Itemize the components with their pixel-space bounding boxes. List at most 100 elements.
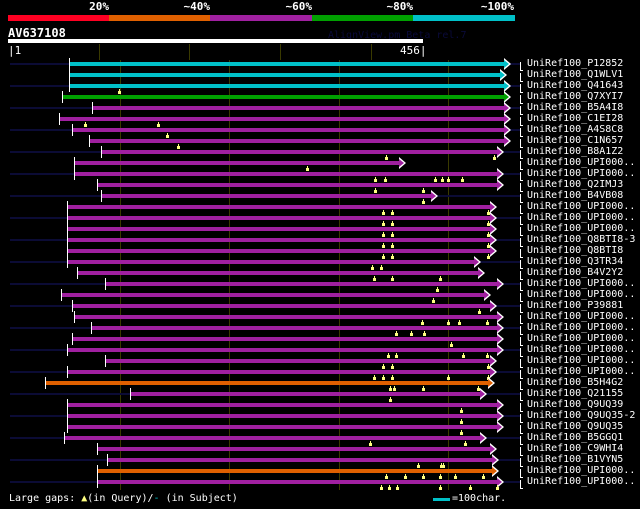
alignment-start-tick <box>101 146 103 158</box>
hit-label[interactable]: UniRef100_UPI000.. <box>527 201 636 212</box>
hit-label[interactable]: UniRef100_Q3TR34 <box>527 256 624 267</box>
alignment-bar[interactable] <box>67 227 490 231</box>
hit-label[interactable]: UniRef100_Q41643 <box>527 80 624 91</box>
hit-label[interactable]: UniRef100_P12852 <box>527 58 624 69</box>
hit-label[interactable]: UniRef100_UPI000.. <box>527 289 636 300</box>
alignment-bar[interactable] <box>45 381 488 385</box>
hit-label[interactable]: UniRef100_UPI000.. <box>527 465 636 476</box>
row-bracket <box>520 205 523 214</box>
hit-label[interactable]: UniRef100_Q21155 <box>527 388 624 399</box>
query-gap-marker-icon <box>394 331 398 336</box>
hit-label[interactable]: UniRef100_UPI000.. <box>527 168 636 179</box>
hit-label[interactable]: UniRef100_UPI000.. <box>527 311 636 322</box>
alignment-bar[interactable] <box>67 216 490 220</box>
hit-label[interactable]: UniRef100_C1N657 <box>527 135 624 146</box>
alignment-bar[interactable] <box>91 326 498 330</box>
query-gap-marker-icon <box>459 408 463 413</box>
alignment-bar[interactable] <box>77 271 478 275</box>
query-gap-marker-icon <box>481 474 485 479</box>
alignment-bar[interactable] <box>96 469 492 473</box>
hit-label[interactable]: UniRef100_UPI000.. <box>527 355 636 366</box>
alignment-bar[interactable] <box>67 403 498 407</box>
alignment-bar[interactable] <box>129 392 480 396</box>
alignment-bar[interactable] <box>67 260 475 264</box>
hit-label[interactable]: UniRef100_B1VYN5 <box>527 454 624 465</box>
alignment-bar[interactable] <box>92 106 504 110</box>
hit-label[interactable]: UniRef100_B5GGQ1 <box>527 432 624 443</box>
alignment-bar[interactable] <box>69 73 500 77</box>
hit-label[interactable]: UniRef100_B5H4G2 <box>527 377 624 388</box>
alignment-bar[interactable] <box>104 359 490 363</box>
alignment-bar[interactable] <box>101 194 432 198</box>
hit-label[interactable]: UniRef100_Q7XYI7 <box>527 91 624 102</box>
alignment-bar[interactable] <box>63 436 480 440</box>
hit-label[interactable]: UniRef100_UPI000.. <box>527 157 636 168</box>
hit-label[interactable]: UniRef100_UPI000.. <box>527 223 636 234</box>
hit-label[interactable]: UniRef100_UPI000.. <box>527 476 636 487</box>
alignment-start-tick <box>73 168 75 180</box>
alignment-bar[interactable] <box>96 183 498 187</box>
alignment-bar[interactable] <box>67 249 490 253</box>
hit-label[interactable]: UniRef100_UPI000.. <box>527 344 636 355</box>
alignment-bar[interactable] <box>67 414 498 418</box>
hit-label[interactable]: UniRef100_Q8BTI8-3 <box>527 234 636 245</box>
alignment-bar[interactable] <box>67 425 498 429</box>
hit-label[interactable]: UniRef100_Q9UQ35-2 <box>527 410 636 421</box>
alignment-bar[interactable] <box>60 293 485 297</box>
alignment-end-arrow-icon <box>504 135 511 147</box>
alignment-bar[interactable] <box>69 84 504 88</box>
alignment-start-tick <box>67 223 69 235</box>
alignment-start-tick <box>67 399 69 411</box>
legend-prefix: Large gaps: <box>9 493 82 504</box>
alignment-bar[interactable] <box>106 458 492 462</box>
hit-label[interactable]: UniRef100_B8A1Z2 <box>527 146 624 157</box>
hit-label[interactable]: UniRef100_UPI000.. <box>527 212 636 223</box>
alignment-bar[interactable] <box>71 128 504 132</box>
alignment-bar[interactable] <box>73 172 498 176</box>
alignment-bar[interactable] <box>96 447 490 451</box>
legend-subject-text: (in Subject) <box>159 493 238 504</box>
alignment-bar[interactable] <box>67 370 490 374</box>
hit-label[interactable]: UniRef100_C9WHI4 <box>527 443 624 454</box>
hit-label[interactable]: UniRef100_C1EI28 <box>527 113 624 124</box>
hit-label[interactable]: UniRef100_Q8BTI8 <box>527 245 624 256</box>
hit-label[interactable]: UniRef100_Q1WLV1 <box>527 69 624 80</box>
alignment-bar[interactable] <box>67 205 490 209</box>
row-bracket <box>520 216 523 225</box>
hit-label[interactable]: UniRef100_B4V2Y2 <box>527 267 624 278</box>
row-bracket <box>520 249 523 258</box>
alignment-bar[interactable] <box>61 95 504 99</box>
hit-label[interactable]: UniRef100_Q9UQ35 <box>527 421 624 432</box>
alignment-bar[interactable] <box>71 337 498 341</box>
alignment-start-tick <box>45 377 47 389</box>
hit-label[interactable]: UniRef100_B5A4I8 <box>527 102 624 113</box>
hit-label[interactable]: UniRef100_B4VB08 <box>527 190 624 201</box>
scale-label: =100char. <box>452 493 507 504</box>
hit-label[interactable]: UniRef100_Q9UQ39 <box>527 399 624 410</box>
hit-label[interactable]: UniRef100_UPI000.. <box>527 278 636 289</box>
hit-label[interactable]: UniRef100_UPI000.. <box>527 333 636 344</box>
alignment-bar[interactable] <box>104 282 498 286</box>
alignment-bar[interactable] <box>73 161 399 165</box>
hit-label[interactable]: UniRef100_UPI000.. <box>527 322 636 333</box>
alignment-bar[interactable] <box>73 315 498 319</box>
alignment-end-arrow-icon <box>499 69 507 81</box>
alignment-end-arrow-icon <box>504 124 511 136</box>
alignment-bar[interactable] <box>67 238 490 242</box>
hit-label[interactable]: UniRef100_UPI000.. <box>527 366 636 377</box>
alignment-bar[interactable] <box>101 150 498 154</box>
alignment-bar[interactable] <box>67 348 498 352</box>
alignment-bar[interactable] <box>96 480 498 484</box>
alignment-end-arrow-icon <box>497 410 505 422</box>
alignment-bar[interactable] <box>69 62 504 66</box>
alignment-bar[interactable] <box>59 117 504 121</box>
alignment-start-tick <box>67 410 69 422</box>
alignment-bar[interactable] <box>71 304 490 308</box>
hit-label[interactable]: UniRef100_A4S8C8 <box>527 124 624 135</box>
alignment-bar[interactable] <box>89 139 504 143</box>
query-gap-marker-icon <box>395 485 399 490</box>
hit-label[interactable]: UniRef100_Q2IMJ3 <box>527 179 624 190</box>
query-gap-marker-icon <box>372 276 376 281</box>
hit-label[interactable]: UniRef100_P39881 <box>527 300 624 311</box>
query-gap-marker-icon <box>391 375 395 380</box>
